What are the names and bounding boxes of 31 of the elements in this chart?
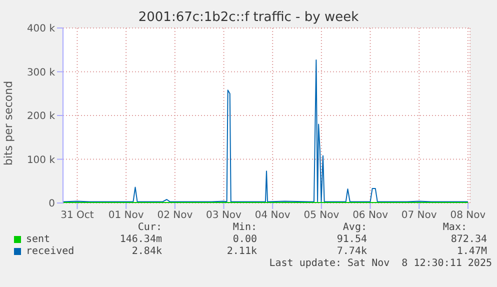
x-tick-label: 08 Nov [450, 210, 486, 222]
text: Avg: [342, 222, 367, 233]
text: 91.54 [336, 234, 367, 245]
text: Min: [232, 222, 257, 233]
text: 0.00 [232, 234, 257, 245]
x-tick-label: 07 Nov [401, 210, 437, 222]
text: 2.84k [130, 246, 162, 257]
text: 1.47M [456, 246, 487, 257]
x-tick-label: 01 Nov [108, 210, 144, 222]
y-axis-title: bits per second [2, 80, 15, 166]
y-tick-label: 300 k [26, 67, 56, 78]
y-tick-label: 100 k [26, 154, 56, 166]
x-tick-label: 04 Nov [254, 210, 290, 222]
y-tick-label: 0 [48, 198, 55, 210]
y-tick-label: 400 k [26, 24, 56, 35]
x-tick-label: 03 Nov [206, 210, 242, 222]
legend-label: received [26, 246, 74, 257]
x-tick-label: 02 Nov [157, 210, 193, 222]
text: Last update: Sat Nov 8 12:30:11 2025 [269, 258, 492, 269]
text: Cur: [136, 222, 162, 233]
chart-title: 2001:67c:1b2c::f traffic - by week [137, 10, 360, 25]
text: 146.34m [118, 234, 162, 245]
y-tick-label: 200 k [26, 111, 56, 122]
legend-label: sent [26, 234, 50, 245]
text: Max: [442, 222, 467, 233]
x-tick-label: 31 Oct [60, 210, 94, 222]
x-tick-label: 05 Nov [304, 210, 340, 222]
x-tick-label: 06 Nov [352, 210, 388, 222]
text: 7.74k [336, 246, 367, 257]
text: 872.34 [450, 234, 487, 245]
text: 2.11k [226, 246, 257, 257]
